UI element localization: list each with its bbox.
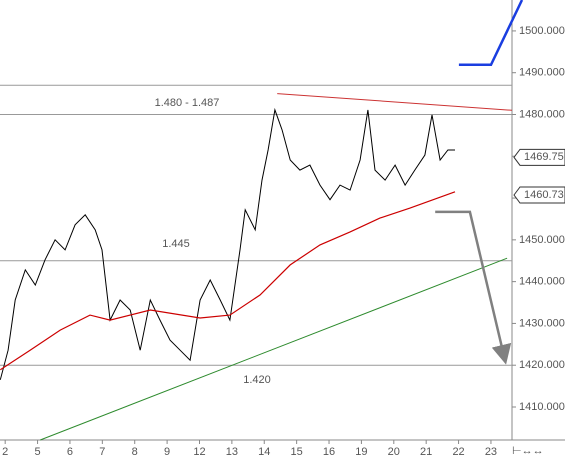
price-tag-label: 1469.75	[524, 151, 564, 163]
x-tick-label: 15	[291, 446, 303, 458]
x-tick-label: 5	[35, 446, 41, 458]
trend-line	[40, 257, 508, 441]
x-tick-label: 16	[323, 446, 335, 458]
price-tag	[513, 148, 565, 166]
y-tick-label: 1450.000	[519, 234, 565, 246]
x-tick-label: 21	[420, 446, 432, 458]
trend-line	[458, 0, 524, 67]
trend-line	[277, 93, 513, 111]
moving-average	[0, 191, 456, 371]
price-tag	[513, 186, 565, 204]
x-tick-label: 8	[132, 446, 138, 458]
y-tick-label: 1430.000	[519, 317, 565, 329]
price-line	[0, 107, 455, 380]
y-tick-label: 1490.000	[519, 67, 565, 79]
x-tick-label: 19	[355, 446, 367, 458]
x-tick-label: 2	[2, 446, 8, 458]
x-tick-label: 9	[164, 446, 170, 458]
x-tick-label: 13	[226, 446, 238, 458]
x-tick-label: 23	[485, 446, 497, 458]
x-tick-label: 12	[193, 446, 205, 458]
y-tick-label: 1440.000	[519, 276, 565, 288]
level-label: 1.445	[162, 238, 190, 250]
y-tick-label: 1420.000	[519, 359, 565, 371]
x-tick-label: 20	[388, 446, 400, 458]
x-tick-label: 6	[67, 446, 73, 458]
x-tick-label: 7	[99, 446, 105, 458]
scroll-icons[interactable]: ⊢↔↔	[512, 445, 544, 457]
x-tick-label: 22	[452, 446, 464, 458]
price-tag-label: 1460.73	[524, 189, 564, 201]
trend-line	[435, 210, 512, 365]
x-tick-label: 14	[258, 446, 270, 458]
y-tick-label: 1480.000	[519, 108, 565, 120]
level-label: 1.480 - 1.487	[155, 97, 220, 109]
level-label: 1.420	[243, 374, 271, 386]
y-tick-label: 1410.000	[519, 401, 565, 413]
y-tick-label: 1500.000	[519, 25, 565, 37]
